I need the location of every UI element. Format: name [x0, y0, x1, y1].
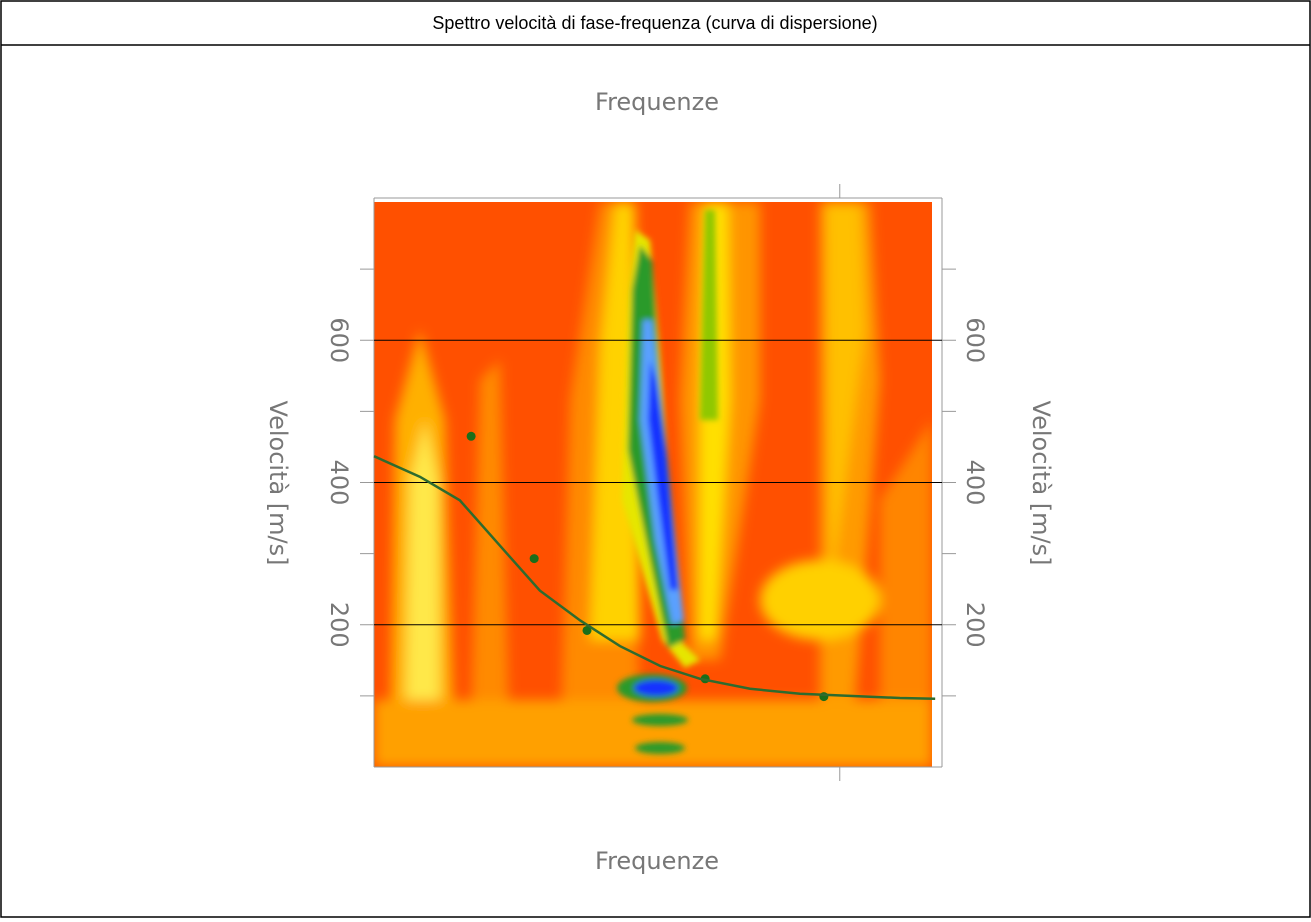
top-axis-label: Frequenze [595, 88, 719, 116]
data-point [582, 625, 592, 635]
y2-tick-label: 600 [961, 317, 989, 363]
heatmap [374, 202, 932, 767]
y-tick-label: 200 [325, 602, 353, 648]
title: Spettro velocità di fase-frequenza (curv… [432, 13, 877, 33]
y-axis-label: Velocità [m/s] [264, 401, 292, 566]
data-point [529, 554, 539, 564]
y-tick-label: 400 [325, 460, 353, 506]
plot-layer: 200 200 400 400 600 600 [325, 184, 989, 781]
x-axis-label: Frequenze [595, 847, 719, 875]
data-point [466, 431, 476, 441]
y2-tick-label: 200 [961, 602, 989, 648]
y-tick-label: 600 [325, 317, 353, 363]
dispersion-curve [373, 455, 936, 700]
y2-tick-label: 400 [961, 460, 989, 506]
y2-axis-label: Velocità [m/s] [1027, 401, 1055, 566]
